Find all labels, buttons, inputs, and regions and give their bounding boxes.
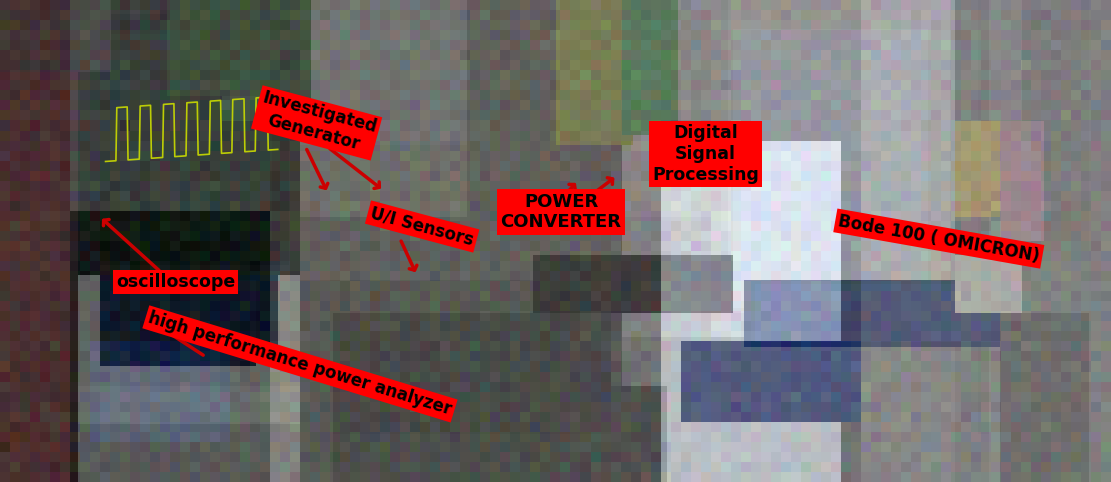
Bar [622,0,1111,482]
Bar [955,0,1111,482]
Bar [1000,313,1089,482]
Bar [1000,120,1044,241]
Bar [733,29,928,308]
Text: Bode 100 ( OMICRON): Bode 100 ( OMICRON) [837,212,1041,265]
Bar [333,386,667,482]
Bar [78,386,300,434]
Bar [0,217,89,482]
Bar [78,280,300,376]
Text: Investigated
Generator: Investigated Generator [254,89,379,157]
Bar [955,120,1011,217]
Bar [689,0,911,337]
Text: POWER
CONVERTER: POWER CONVERTER [501,193,621,231]
Bar [100,280,256,366]
Text: high performance power analyzer: high performance power analyzer [146,309,454,419]
Bar [0,0,78,482]
Bar [667,0,911,337]
Bar [0,0,111,72]
Text: Digital
Signal
Processing: Digital Signal Processing [652,124,759,184]
Bar [100,275,278,347]
Bar [100,34,272,241]
Bar [711,0,955,337]
Bar [333,313,611,434]
Bar [300,0,467,217]
Text: oscilloscope: oscilloscope [116,273,236,291]
Bar [222,0,311,120]
Bar [167,0,300,96]
Bar [622,0,678,135]
Bar [533,255,733,313]
Bar [622,0,711,337]
Bar [0,0,89,217]
Bar [955,255,1044,313]
Bar [1022,251,1089,337]
Bar [978,0,1089,434]
Bar [728,0,950,313]
Bar [755,284,1055,342]
Bar [556,0,633,145]
Bar [78,275,300,410]
Bar [78,0,300,280]
Bar [739,34,922,304]
Bar [744,280,1067,347]
Bar [300,0,467,145]
Bar [300,0,744,280]
Bar [78,424,300,482]
Bar [989,0,1022,482]
Bar [622,0,711,217]
Bar [300,0,744,482]
Bar [100,14,289,265]
Text: U/I Sensors: U/I Sensors [369,204,476,249]
